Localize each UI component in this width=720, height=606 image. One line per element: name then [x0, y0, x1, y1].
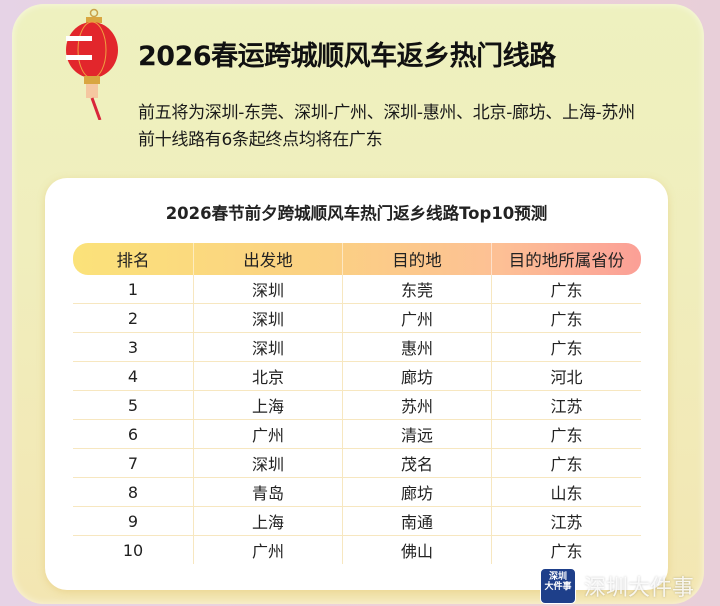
table-row: 4 北京 廊坊 河北 [73, 361, 641, 391]
cell-rank: 8 [73, 477, 194, 507]
cell-province: 广东 [491, 332, 641, 362]
cell-origin: 上海 [193, 390, 343, 420]
subtitle-line-2: 前十线路有6条起终点均将在广东 [138, 130, 383, 150]
column-header-rank: 排名 [116, 251, 150, 270]
table-card: 2026春节前夕跨城顺风车热门返乡线路Top10预测 排名 出发地 目的地 目的… [45, 178, 668, 590]
cell-province: 河北 [491, 361, 641, 391]
cell-destination: 东莞 [342, 275, 492, 304]
cell-province: 江苏 [491, 390, 641, 420]
lantern-icon [66, 8, 118, 120]
cell-origin: 上海 [193, 506, 343, 536]
cell-province: 广东 [491, 303, 641, 333]
watermark-text: 深圳大件事 [584, 576, 695, 601]
page-title: 2026春运跨城顺风车返乡热门线路 [138, 41, 556, 72]
cell-rank: 9 [73, 506, 194, 536]
column-header-province: 目的地所属省份 [491, 243, 641, 275]
column-header-origin: 出发地 [193, 243, 343, 275]
cell-province: 广东 [491, 535, 641, 564]
cell-origin: 深圳 [193, 303, 343, 333]
table-title: 2026春节前夕跨城顺风车热门返乡线路Top10预测 [165, 204, 548, 223]
table-row: 8 青岛 廊坊 山东 [73, 477, 641, 507]
cell-origin: 北京 [193, 361, 343, 391]
cell-rank: 4 [73, 361, 194, 391]
cell-rank: 10 [122, 540, 144, 560]
cell-destination: 苏州 [342, 390, 492, 420]
cell-province: 山东 [491, 477, 641, 507]
table-header-row: 排名 出发地 目的地 目的地所属省份 [73, 243, 641, 275]
cell-destination: 廊坊 [342, 361, 492, 391]
cell-rank: 1 [73, 275, 194, 304]
watermark: 深圳 大件事 深圳大件事 [540, 568, 694, 604]
cell-destination: 惠州 [342, 332, 492, 362]
cell-rank: 2 [73, 303, 194, 333]
cell-destination: 南通 [342, 506, 492, 536]
cell-destination: 清远 [342, 419, 492, 449]
table-row: 3 深圳 惠州 广东 [73, 332, 641, 362]
cell-origin: 广州 [193, 535, 343, 564]
table-row: 1 深圳 东莞 广东 [73, 275, 641, 304]
routes-table: 排名 出发地 目的地 目的地所属省份 1 深圳 东莞 广东 2 深圳 广州 广东 3 深圳 惠州 广东… [73, 243, 641, 564]
table-row: 10 广州 佛山 广东 [73, 535, 641, 564]
table-row: 9 上海 南通 江苏 [73, 506, 641, 536]
cell-origin: 广州 [193, 419, 343, 449]
cell-rank: 5 [73, 390, 194, 420]
table-row: 6 广州 清远 广东 [73, 419, 641, 449]
watermark-logo: 深圳 大件事 [540, 568, 576, 604]
cell-rank: 3 [73, 332, 194, 362]
table-row: 5 上海 苏州 江苏 [73, 390, 641, 420]
cell-destination: 佛山 [342, 535, 492, 564]
cell-rank: 6 [73, 419, 194, 449]
cell-origin: 深圳 [193, 275, 343, 304]
table-row: 2 深圳 广州 广东 [73, 303, 641, 333]
subtitle-line-1: 前五将为深圳-东莞、深圳-广州、深圳-惠州、北京-廊坊、上海-苏州 [138, 103, 635, 123]
cell-province: 江苏 [491, 506, 641, 536]
cell-origin: 深圳 [193, 332, 343, 362]
cell-origin: 青岛 [193, 477, 343, 507]
cell-province: 广东 [491, 448, 641, 478]
cell-origin: 深圳 [193, 448, 343, 478]
cell-destination: 茂名 [342, 448, 492, 478]
cell-rank: 7 [73, 448, 194, 478]
cell-destination: 廊坊 [342, 477, 492, 507]
cell-province: 广东 [491, 419, 641, 449]
cell-province: 广东 [491, 275, 641, 304]
cell-destination: 广州 [342, 303, 492, 333]
column-header-destination: 目的地 [342, 243, 492, 275]
table-row: 7 深圳 茂名 广东 [73, 448, 641, 478]
